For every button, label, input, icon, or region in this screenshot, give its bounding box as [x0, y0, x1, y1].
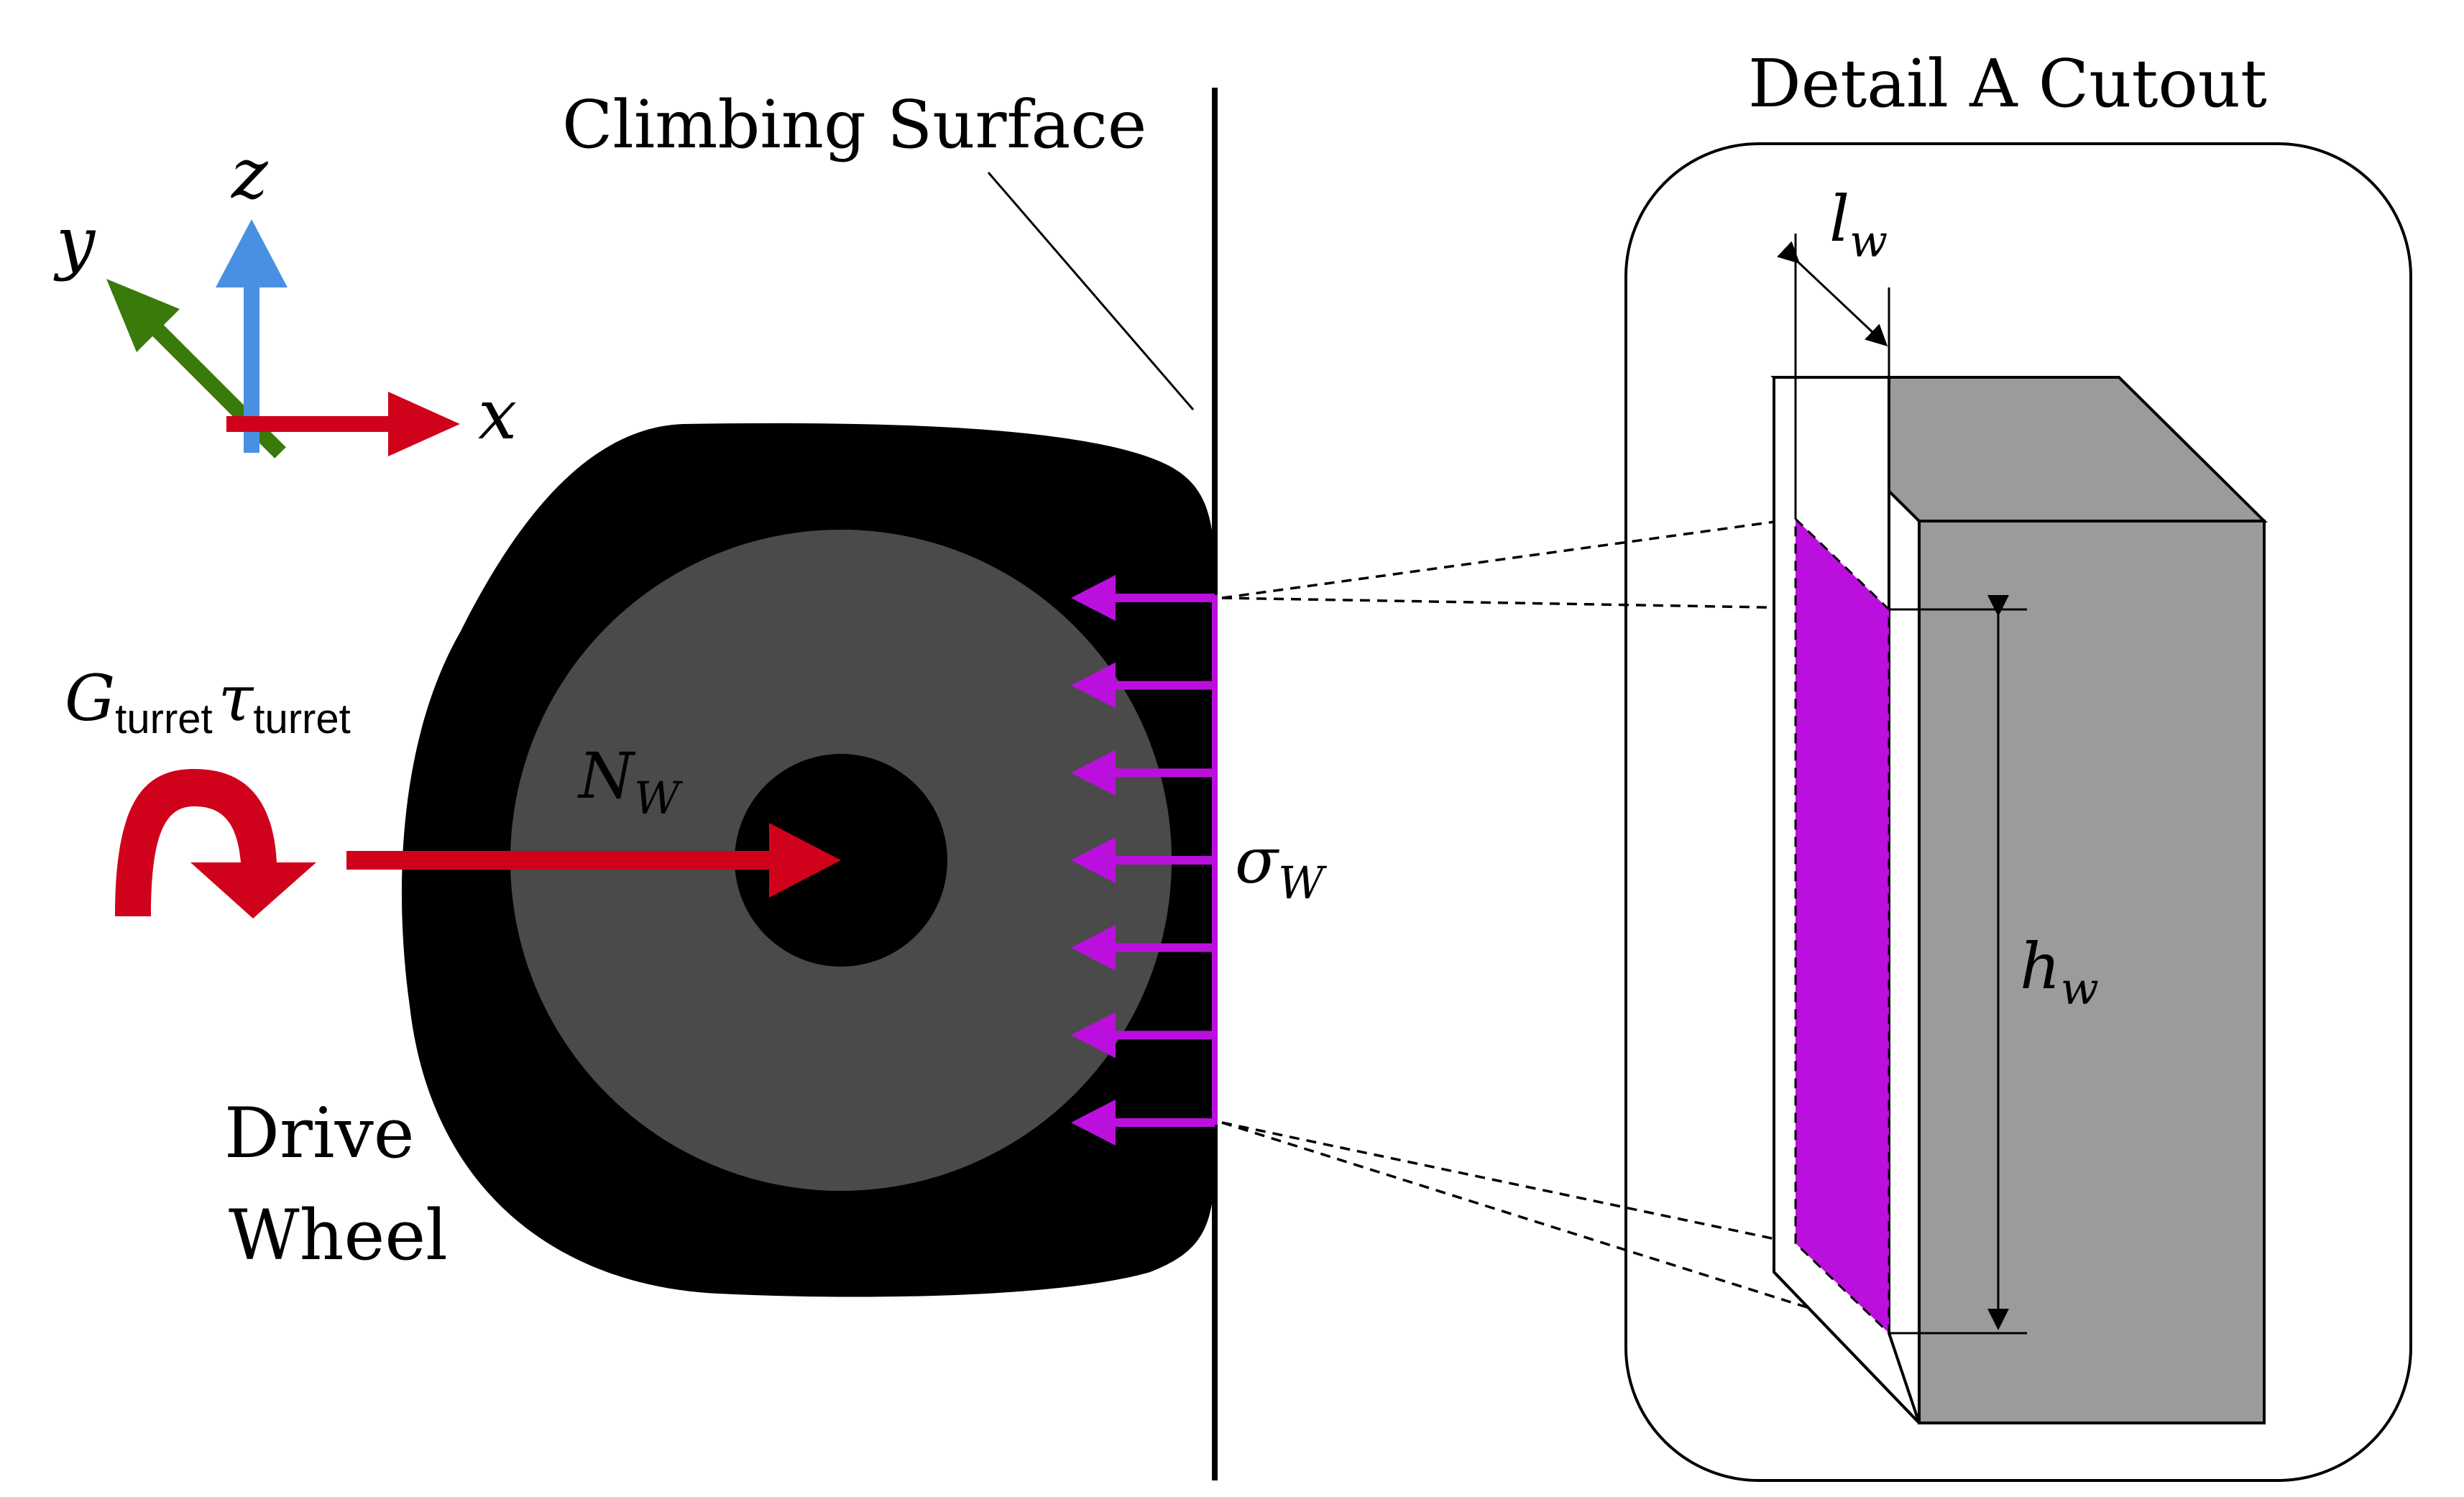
coordinate-axes: x y z — [53, 134, 517, 459]
axis-z-label: z — [231, 134, 269, 214]
torque-label: Gturretτturret — [65, 661, 351, 742]
wheel-label: Wheel — [229, 1195, 448, 1276]
stress-label: σW — [1235, 824, 1327, 909]
axis-x-label: x — [478, 374, 517, 455]
normal-force-label: NW — [577, 739, 683, 824]
stress-arrow-icon — [1071, 837, 1215, 883]
drive-label: Drive — [224, 1093, 415, 1174]
torque-gain-symbol: G — [65, 661, 115, 735]
torque-tau-symbol: τ — [219, 661, 254, 735]
contact-patch — [1794, 516, 1890, 1336]
normal-force: NW — [346, 739, 841, 898]
climbing-surface-label: Climbing Surface — [562, 86, 1146, 163]
detail-frame — [1624, 142, 2412, 1482]
stress-arrow-icon — [1071, 575, 1215, 621]
contact-stress: σW — [1071, 575, 1327, 1146]
detail-title: Detail A Cutout — [1748, 45, 2267, 122]
turret-torque: Gturretτturret — [65, 661, 351, 918]
height-subscript: w — [2061, 962, 2099, 1015]
surface-leader-line — [987, 172, 1195, 410]
detail-a-cutout: Detail A Cutout lw hw — [1624, 45, 2412, 1482]
width-label: lw — [1829, 182, 1888, 267]
width-subscript: w — [1849, 215, 1888, 267]
stress-arrow-icon — [1071, 750, 1215, 796]
height-label: hw — [2020, 929, 2099, 1015]
x-axis-arrow-icon — [226, 392, 460, 456]
height-symbol: h — [2020, 929, 2061, 1003]
stress-arrow-icon — [1071, 924, 1215, 971]
height-dimension: hw — [1889, 595, 2099, 1335]
stress-symbol: σ — [1235, 824, 1280, 898]
axis-y-label: y — [53, 202, 96, 282]
stress-arrow-icon — [1071, 1100, 1215, 1146]
stress-subscript: W — [1278, 857, 1327, 909]
curved-arrow-icon — [115, 769, 277, 916]
torque-tau-subscript: turret — [253, 696, 350, 742]
width-dimension: lw — [1777, 182, 1890, 609]
torque-gain-subscript: turret — [115, 696, 212, 742]
normal-force-symbol: N — [577, 739, 636, 813]
width-symbol: l — [1829, 182, 1849, 256]
stress-arrow-icon — [1071, 1012, 1215, 1059]
stress-arrow-icon — [1071, 662, 1215, 709]
normal-force-subscript: W — [634, 772, 683, 824]
